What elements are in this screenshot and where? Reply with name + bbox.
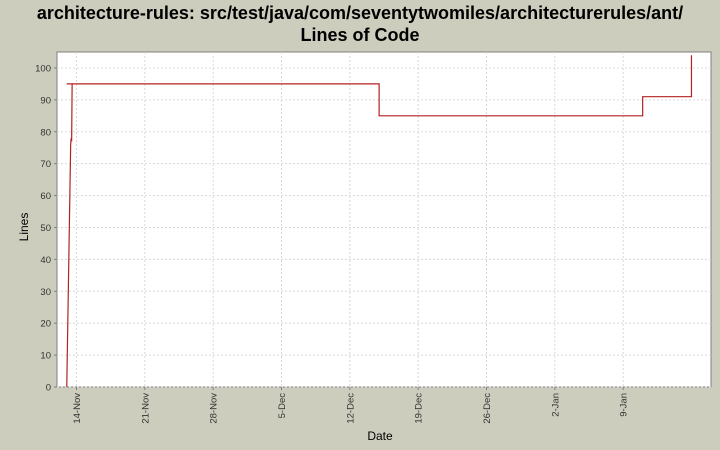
y-tick-label: 80 [40, 127, 51, 138]
series-line-0 [66, 55, 693, 388]
series-group [66, 55, 693, 388]
chart-title: architecture-rules: src/test/java/com/se… [36, 3, 684, 23]
x-tick-label: 14-Nov [72, 393, 83, 424]
x-tick-label: 21-Nov [140, 393, 151, 424]
y-tick-label: 20 [40, 319, 51, 330]
chart-subtitle: Lines of Code [300, 25, 420, 45]
y-tick-label: 10 [40, 351, 51, 362]
y-tick-label: 90 [40, 95, 51, 106]
y-tick-label: 0 [46, 383, 51, 394]
x-axis-label: Date [367, 429, 393, 443]
x-tick-label: 9-Jan [619, 393, 630, 417]
x-tick-label: 12-Dec [345, 393, 356, 424]
y-tick-label: 50 [40, 223, 51, 234]
y-tick-label: 60 [40, 191, 51, 202]
y-tick-label: 70 [40, 159, 51, 170]
x-tick-label: 2-Jan [550, 393, 561, 417]
x-tick-label: 5-Dec [277, 393, 288, 419]
x-tick-label: 28-Nov [209, 393, 220, 424]
plot-area [56, 51, 712, 388]
y-tick-label: 40 [40, 255, 51, 266]
x-tick-label: 19-Dec [414, 393, 425, 424]
y-tick-label: 100 [35, 63, 51, 74]
y-axis-ticks: 0 10 20 30 40 50 60 70 80 90 100 [35, 63, 57, 394]
y-tick-label: 30 [40, 287, 51, 298]
x-tick-label: 26-Dec [482, 393, 493, 424]
x-axis-ticks: 14-Nov 21-Nov 28-Nov 5-Dec 12-Dec 19-Dec 26-De… [72, 387, 630, 424]
grid-lines [57, 52, 711, 388]
